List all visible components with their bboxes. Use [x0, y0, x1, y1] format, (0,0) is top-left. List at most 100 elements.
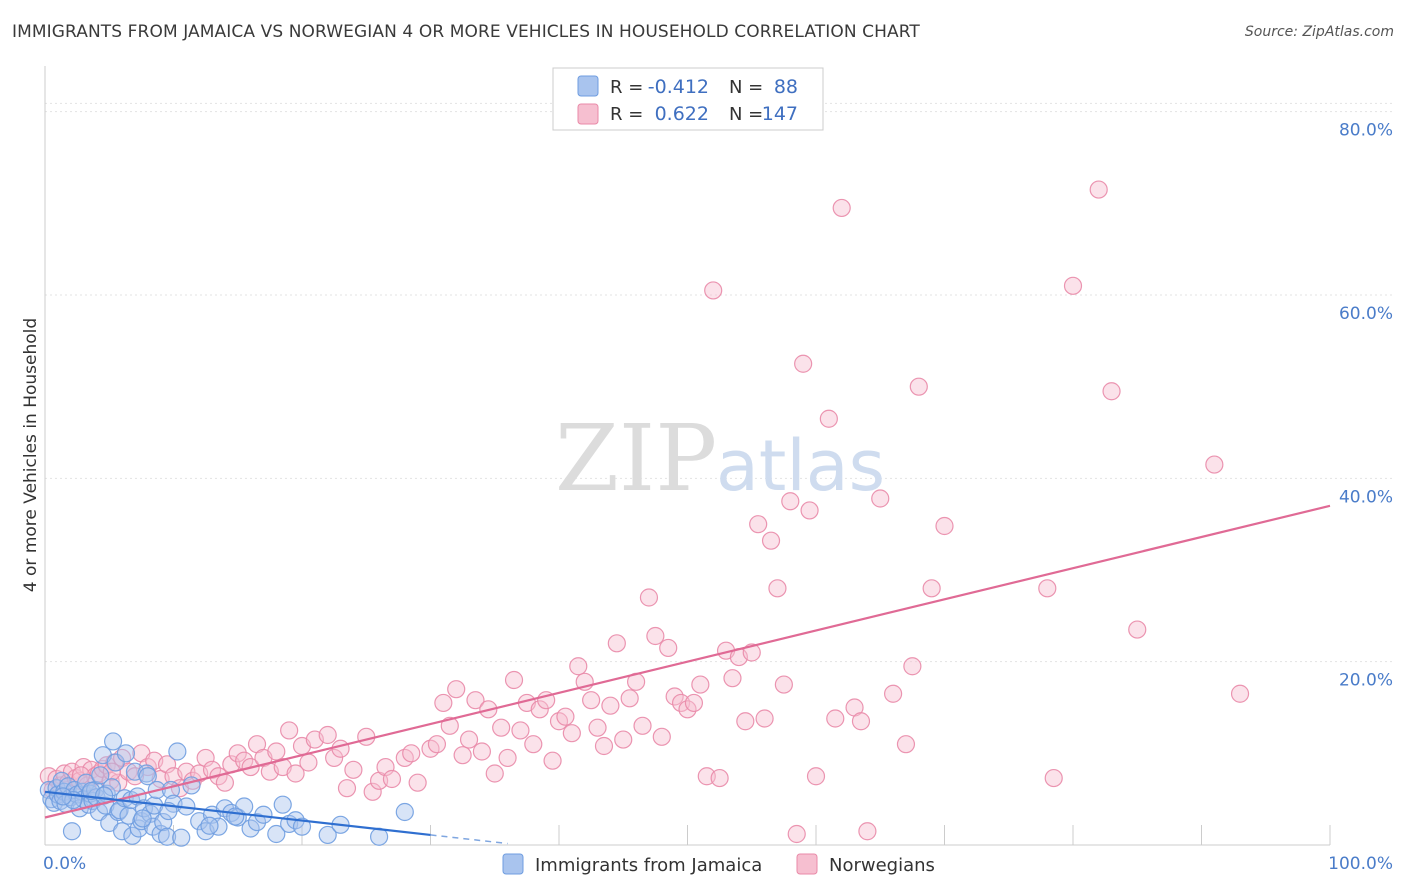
norwegian-point [832, 198, 851, 218]
legend-r-value-2: 0.622 [655, 103, 709, 125]
norwegian-point [787, 824, 806, 844]
norwegian-point [325, 748, 344, 768]
chart-source: Source: ZipAtlas.com [1244, 24, 1394, 40]
norwegian-point [620, 689, 639, 708]
norwegian-point [935, 516, 954, 536]
x-tick-label-right: 100.0% [1328, 854, 1393, 874]
norwegian-point [588, 718, 607, 737]
norwegian-point [704, 281, 723, 300]
norwegian-point [601, 696, 620, 715]
y-tick-label: 80.0% [1339, 121, 1393, 141]
norwegian-point [337, 779, 357, 798]
legend-n-value-2: 147 [762, 103, 798, 125]
legend-n-label-1: N = [729, 77, 763, 98]
norwegian-point [472, 742, 491, 761]
norwegian-point [1205, 455, 1224, 474]
norwegian-point [102, 762, 121, 781]
norwegian-point [440, 716, 459, 735]
norwegian-point [761, 531, 781, 550]
jamaica-point [292, 817, 312, 836]
jamaica-point [133, 809, 152, 828]
data-points [39, 180, 1250, 847]
norwegian-point [562, 724, 581, 743]
jamaica-point [110, 801, 129, 820]
bottom-legend-swatch-jamaica [502, 853, 524, 875]
tick-labels: 20.0% 40.0% 60.0% 80.0% 0.0% 100.0% [43, 121, 1393, 874]
jamaica-point [267, 824, 286, 844]
jamaica-point [247, 812, 267, 832]
norwegian-point [318, 725, 337, 745]
norwegian-point [582, 691, 601, 710]
jamaica-point [91, 766, 110, 785]
norwegian-point [1128, 620, 1147, 639]
norwegian-point [909, 377, 928, 396]
norwegian-point [858, 822, 877, 841]
legend-r-label-1: R = [610, 77, 643, 98]
norwegian-point [794, 354, 813, 373]
jamaica-point [318, 825, 337, 845]
norwegian-point [710, 768, 729, 788]
norwegian-point [922, 579, 941, 598]
jamaica-point [157, 827, 177, 846]
norwegian-point [498, 748, 517, 768]
norwegian-point [1063, 276, 1083, 295]
jamaica-point [129, 819, 148, 838]
jamaica-point [273, 795, 292, 814]
legend-swatch-norwegians [577, 103, 599, 125]
norwegian-point [742, 643, 761, 662]
norwegian-point [781, 492, 800, 511]
norwegian-point [556, 707, 575, 726]
y-axis-label: 4 or more Vehicles in Household [21, 318, 41, 592]
chart-title: IMMIGRANTS FROM JAMAICA VS NORWEGIAN 4 O… [12, 22, 920, 42]
correlation-legend: R = -0.412 N = 88 R = 0.622 N = 147 [552, 67, 824, 131]
norwegian-point [485, 764, 504, 783]
jamaica-point [53, 787, 73, 806]
norwegian-point [594, 736, 614, 756]
norwegian-point [504, 670, 524, 690]
norwegian-point [768, 579, 787, 598]
y-tick-label: 60.0% [1339, 304, 1393, 324]
norwegian-point [459, 730, 479, 749]
norwegian-point [806, 767, 826, 786]
jamaica-point [226, 807, 245, 826]
watermark: ZIP atlas [555, 405, 885, 512]
x-tick-label-left: 0.0% [43, 854, 86, 874]
norwegian-point [286, 764, 305, 783]
norwegian-point [633, 716, 652, 735]
norwegian-point [125, 767, 145, 786]
jamaica-point [395, 802, 414, 822]
norwegian-point [614, 730, 633, 749]
norwegian-point [755, 709, 774, 728]
y-tick-label: 40.0% [1339, 487, 1393, 507]
norwegian-point [871, 489, 890, 508]
y-tick-label: 20.0% [1339, 671, 1393, 691]
norwegian-point [819, 409, 838, 428]
legend-n-value-1: 88 [774, 76, 798, 98]
norwegian-point [453, 746, 472, 765]
norwegian-point [228, 744, 247, 763]
norwegian-point [382, 769, 402, 789]
jamaica-point [172, 828, 191, 847]
norwegian-point [1089, 180, 1108, 199]
norwegian-point [511, 721, 530, 740]
norwegian-point [1044, 768, 1063, 788]
norwegian-point [639, 588, 659, 607]
norwegian-point [800, 501, 819, 520]
watermark-zip: ZIP [555, 405, 717, 512]
norwegian-point [607, 634, 626, 653]
norwegian-point [434, 693, 453, 713]
norwegian-point [883, 684, 903, 703]
norwegian-point [659, 638, 678, 658]
trend-lines [44, 504, 1331, 845]
norwegian-point [466, 691, 485, 710]
norwegian-point [267, 742, 286, 761]
norwegian-point [826, 709, 845, 728]
norwegian-point [684, 693, 704, 713]
norwegian-point [1230, 684, 1250, 703]
bottom-legend-label-norwegians: Norwegians [829, 855, 935, 876]
norwegian-trend-line [44, 504, 1331, 819]
norwegian-point [691, 675, 710, 694]
norwegian-point [652, 727, 671, 746]
jamaica-point [200, 816, 219, 835]
